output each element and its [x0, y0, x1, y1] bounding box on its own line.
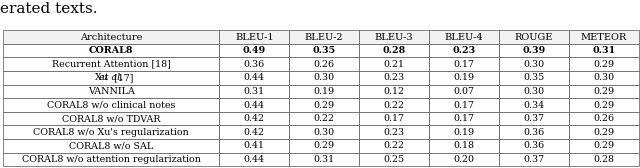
Text: 0.12: 0.12 — [383, 87, 404, 96]
Text: 0.07: 0.07 — [454, 87, 474, 96]
Text: [17]: [17] — [111, 73, 134, 82]
Text: 0.17: 0.17 — [383, 114, 404, 123]
Text: 0.37: 0.37 — [524, 155, 545, 164]
Text: 0.30: 0.30 — [314, 73, 335, 82]
Text: 0.31: 0.31 — [314, 155, 335, 164]
Text: 0.44: 0.44 — [244, 73, 265, 82]
Text: 0.49: 0.49 — [243, 46, 266, 55]
Text: 0.25: 0.25 — [383, 155, 404, 164]
Text: 0.44: 0.44 — [244, 101, 265, 110]
Text: 0.36: 0.36 — [524, 128, 545, 137]
Text: 0.28: 0.28 — [383, 46, 406, 55]
Text: 0.17: 0.17 — [454, 60, 474, 69]
Text: 0.29: 0.29 — [593, 87, 614, 96]
Text: 0.22: 0.22 — [314, 114, 335, 123]
Text: BLEU-4: BLEU-4 — [445, 33, 483, 41]
Text: BLEU-2: BLEU-2 — [305, 33, 344, 41]
Text: 0.31: 0.31 — [244, 87, 265, 96]
Text: BLEU-1: BLEU-1 — [235, 33, 273, 41]
Text: 0.23: 0.23 — [452, 46, 476, 55]
Text: 0.34: 0.34 — [524, 101, 545, 110]
Text: 0.37: 0.37 — [524, 114, 545, 123]
Text: CORAL8: CORAL8 — [89, 46, 134, 55]
Text: Xu: Xu — [95, 73, 111, 82]
Text: 0.31: 0.31 — [592, 46, 616, 55]
Text: CORAL8 w/o clinical notes: CORAL8 w/o clinical notes — [47, 101, 175, 110]
Text: 0.29: 0.29 — [314, 101, 335, 110]
Text: 0.44: 0.44 — [244, 155, 265, 164]
Text: 0.39: 0.39 — [522, 46, 545, 55]
Text: METEOR: METEOR — [580, 33, 627, 41]
Text: 0.23: 0.23 — [383, 73, 404, 82]
Text: 0.30: 0.30 — [524, 87, 545, 96]
Text: 0.17: 0.17 — [454, 114, 474, 123]
Text: CORAL8 w/o TDVAR: CORAL8 w/o TDVAR — [62, 114, 161, 123]
Text: 0.20: 0.20 — [454, 155, 474, 164]
Text: 0.29: 0.29 — [593, 141, 614, 150]
Text: CORAL8 w/o attention regularization: CORAL8 w/o attention regularization — [22, 155, 201, 164]
Text: 0.19: 0.19 — [453, 128, 474, 137]
Text: 0.36: 0.36 — [244, 60, 265, 69]
Text: ROUGE: ROUGE — [515, 33, 553, 41]
Text: 0.22: 0.22 — [383, 141, 404, 150]
Text: CORAL8 w/o Xu's regularization: CORAL8 w/o Xu's regularization — [33, 128, 189, 137]
Text: erated texts.: erated texts. — [0, 2, 97, 16]
Text: 0.30: 0.30 — [314, 128, 335, 137]
Text: 0.18: 0.18 — [454, 141, 474, 150]
Text: 0.23: 0.23 — [383, 128, 404, 137]
Text: 0.19: 0.19 — [453, 73, 474, 82]
Text: VANNILA: VANNILA — [88, 87, 134, 96]
Text: Recurrent Attention [18]: Recurrent Attention [18] — [52, 60, 171, 69]
Text: 0.28: 0.28 — [593, 155, 614, 164]
Text: 0.41: 0.41 — [244, 141, 265, 150]
Text: 0.21: 0.21 — [383, 60, 404, 69]
Text: 0.26: 0.26 — [593, 114, 614, 123]
Text: et al.: et al. — [99, 73, 124, 82]
Text: 0.42: 0.42 — [244, 128, 265, 137]
Text: Architecture: Architecture — [80, 33, 143, 41]
Text: 0.29: 0.29 — [593, 101, 614, 110]
Text: 0.26: 0.26 — [314, 60, 335, 69]
Text: BLEU-3: BLEU-3 — [375, 33, 413, 41]
Text: CORAL8 w/o SAL: CORAL8 w/o SAL — [69, 141, 154, 150]
Text: 0.29: 0.29 — [593, 60, 614, 69]
Text: 0.30: 0.30 — [593, 73, 614, 82]
Text: 0.36: 0.36 — [524, 141, 545, 150]
Text: 0.29: 0.29 — [593, 128, 614, 137]
Text: 0.42: 0.42 — [244, 114, 265, 123]
Text: 0.29: 0.29 — [314, 141, 335, 150]
Text: 0.22: 0.22 — [383, 101, 404, 110]
Text: 0.19: 0.19 — [314, 87, 335, 96]
Text: 0.35: 0.35 — [312, 46, 336, 55]
Text: 0.17: 0.17 — [454, 101, 474, 110]
Text: 0.30: 0.30 — [524, 60, 545, 69]
Text: 0.35: 0.35 — [524, 73, 545, 82]
